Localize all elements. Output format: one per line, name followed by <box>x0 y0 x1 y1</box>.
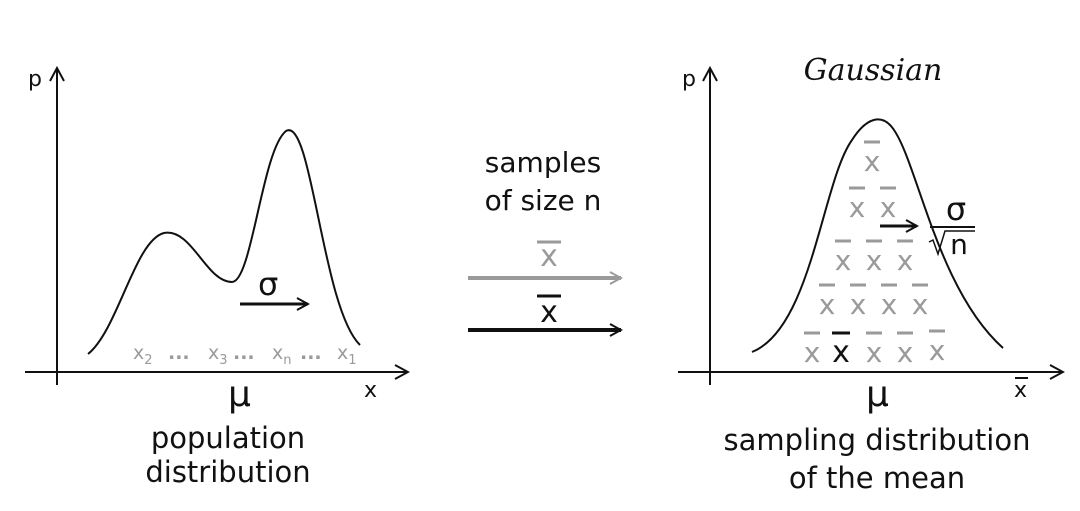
left-caption-line2: distribution <box>145 455 310 489</box>
sample-ellipsis-1: ... <box>168 342 190 364</box>
right-panel: Gaussian p x x x x x x x x x x x x x x x… <box>678 53 1063 495</box>
gaussian-curve <box>751 118 1004 353</box>
svg-text:x: x <box>864 145 881 178</box>
sample-mean-gray: x <box>866 239 883 277</box>
right-caption-line2: of the mean <box>789 461 965 495</box>
sample-x1: x1 <box>337 342 357 368</box>
sample-mean-gray: x <box>835 239 852 277</box>
left-mean-symbol: μ <box>228 374 251 415</box>
sample-x3: x3 <box>208 342 228 368</box>
sample-mean-gray: x <box>864 140 881 178</box>
svg-text:x: x <box>880 191 897 224</box>
svg-text:x: x <box>849 191 866 224</box>
sample-mean-gray: x <box>912 283 929 321</box>
sample-mean-gray: x <box>881 283 898 321</box>
svg-text:x: x <box>866 244 883 277</box>
svg-text:x: x <box>804 336 821 369</box>
svg-text:x: x <box>929 334 946 367</box>
sample-ellipsis-3: ... <box>300 342 322 364</box>
left-caption-line1: population <box>151 421 305 455</box>
right-y-axis-label: p <box>682 67 696 92</box>
sample-x2: x2 <box>133 342 153 368</box>
standard-error-indicator: σ n <box>880 190 975 261</box>
sigma-spread-indicator: σ <box>240 265 308 304</box>
left-y-axis-label: p <box>28 67 42 92</box>
samples-label-line2: of size n <box>485 184 602 217</box>
svg-text:x: x <box>866 336 883 369</box>
svg-text:x: x <box>850 288 867 321</box>
left-panel: p x σ x2 ... x3 ... xn ... x1 μ populati… <box>25 67 408 489</box>
svg-text:x: x <box>912 288 929 321</box>
population-samples: x2 ... x3 ... xn ... x1 <box>133 342 357 368</box>
sample-mean-gray: x <box>849 186 866 224</box>
left-x-axis-label: x <box>364 378 377 403</box>
sample-mean-gray: x <box>804 331 821 369</box>
sample-mean-gray: x <box>819 283 836 321</box>
sigma-symbol: σ <box>258 265 278 303</box>
sample-mean-gray: x <box>880 186 897 224</box>
svg-text:x: x <box>897 244 914 277</box>
sample-ellipsis-2: ... <box>233 342 255 364</box>
sample-means: x x x x x x x x x x x x x x x <box>804 140 946 370</box>
sqrt-sign <box>928 230 975 257</box>
right-x-axis-label: x <box>1014 378 1027 403</box>
svg-text:x: x <box>881 288 898 321</box>
svg-text:x: x <box>819 288 836 321</box>
sample-xn: xn <box>272 342 292 368</box>
gray-arrow-label: x <box>540 239 558 274</box>
sample-mean-gray: x <box>850 283 867 321</box>
svg-text:x: x <box>897 336 914 369</box>
right-title: Gaussian <box>804 53 943 88</box>
sample-mean-gray: x <box>897 331 914 369</box>
standard-error-denominator: n <box>950 228 968 261</box>
right-mean-symbol: μ <box>866 374 889 415</box>
sample-mean-gray: x <box>866 331 883 369</box>
sample-mean-gray: x <box>929 329 946 367</box>
samples-label-line1: samples <box>485 146 601 179</box>
population-density-curve <box>87 129 361 355</box>
black-arrow-label: x <box>540 295 558 330</box>
svg-text:x: x <box>835 244 852 277</box>
middle-sampling-process: samples of size n x x <box>468 146 621 330</box>
standard-error-numerator: σ <box>946 190 966 228</box>
sample-mean-gray: x <box>897 239 914 277</box>
svg-text:x: x <box>832 335 850 370</box>
right-caption-line1: sampling distribution <box>724 423 1031 457</box>
sample-mean-highlighted: x <box>832 331 850 370</box>
